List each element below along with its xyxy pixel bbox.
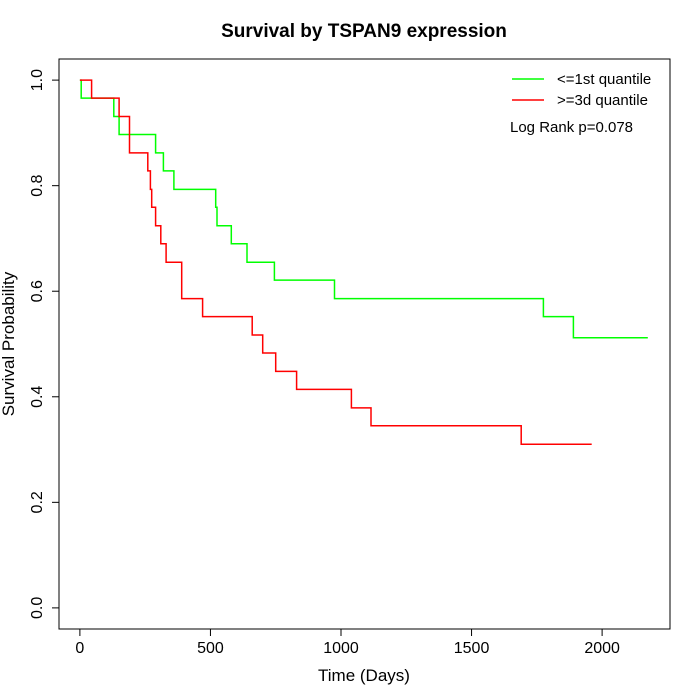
chart-title: Survival by TSPAN9 expression <box>221 21 507 42</box>
plot-frame <box>58 58 671 630</box>
x-tick-label: 1500 <box>454 640 490 657</box>
x-tick-label: 500 <box>197 640 224 657</box>
x-tick-label: 2000 <box>584 640 620 657</box>
y-tick-label: 0.8 <box>29 174 46 196</box>
legend-label: >=3d quantile <box>557 92 648 109</box>
x-tick-label: 1000 <box>323 640 359 657</box>
y-axis: 0.0 0.2 0.4 0.6 0.8 1.0 <box>29 69 60 619</box>
x-tick-label: 0 <box>75 640 84 657</box>
log-rank-annotation: Log Rank p=0.078 <box>510 119 633 136</box>
y-tick-label: 0.0 <box>29 597 46 619</box>
legend: <=1st quantile >=3d quantile <box>512 71 651 109</box>
y-tick-label: 0.6 <box>29 280 46 302</box>
y-tick-label: 0.2 <box>29 491 46 513</box>
y-tick-label: 1.0 <box>29 69 46 91</box>
x-axis-label: Time (Days) <box>318 666 410 685</box>
survival-curve-2 <box>79 79 592 446</box>
y-tick-label: 0.4 <box>29 386 46 408</box>
legend-label: <=1st quantile <box>557 71 651 88</box>
x-axis: 0 500 1000 1500 2000 <box>75 628 620 657</box>
y-axis-label: Survival Probability <box>0 271 18 416</box>
series-layer <box>79 79 648 446</box>
